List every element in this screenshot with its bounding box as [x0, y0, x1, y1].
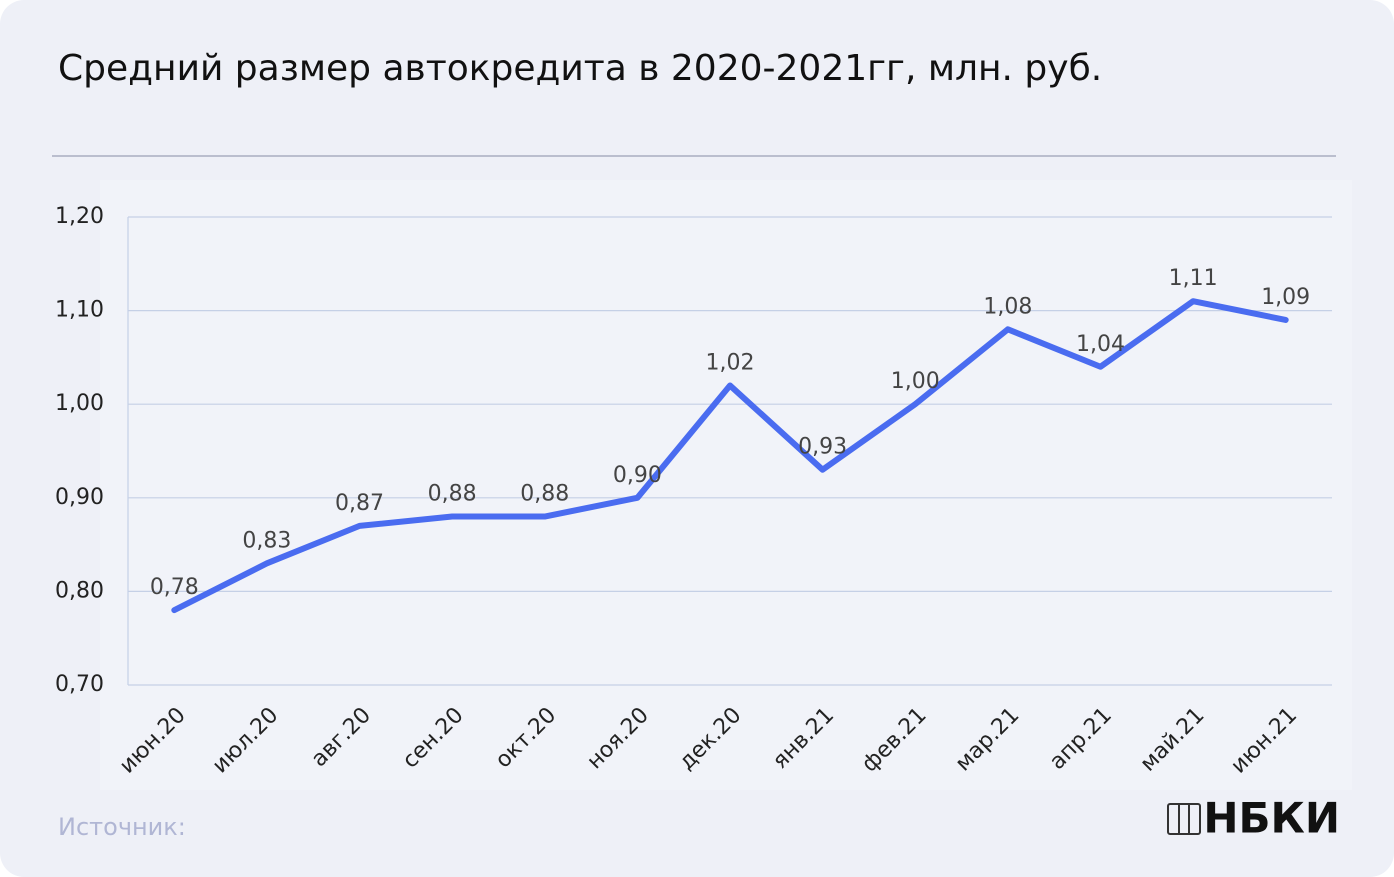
source: Источник:	[58, 813, 186, 841]
data-label: 0,87	[335, 491, 384, 516]
data-label: 0,88	[520, 482, 569, 507]
data-label: 0,78	[150, 575, 199, 600]
logo: НБКИ	[1203, 794, 1340, 843]
y-tick-label: 0,90	[55, 485, 104, 510]
data-label: 1,00	[891, 369, 940, 394]
data-label: 0,88	[428, 482, 477, 507]
data-label: 0,83	[242, 528, 291, 553]
y-tick-label: 1,10	[55, 298, 104, 323]
data-label: 1,09	[1261, 285, 1310, 310]
data-label: 1,02	[706, 350, 755, 375]
logo-icon	[1167, 803, 1201, 835]
y-tick-label: 0,70	[55, 672, 104, 697]
data-label: 0,90	[613, 463, 662, 488]
chart-title: Средний размер автокредита в 2020-2021гг…	[58, 48, 1102, 89]
line	[171, 298, 1289, 614]
data-label: 1,04	[1076, 332, 1125, 357]
data-label: 1,08	[983, 294, 1032, 319]
plot-area	[100, 180, 1352, 790]
y-tick-label: 1,20	[55, 204, 104, 229]
data-label: 1,11	[1169, 266, 1218, 291]
y-tick-label: 0,80	[55, 578, 104, 603]
y-tick-label: 1,00	[55, 391, 104, 416]
data-label: 0,93	[798, 435, 847, 460]
